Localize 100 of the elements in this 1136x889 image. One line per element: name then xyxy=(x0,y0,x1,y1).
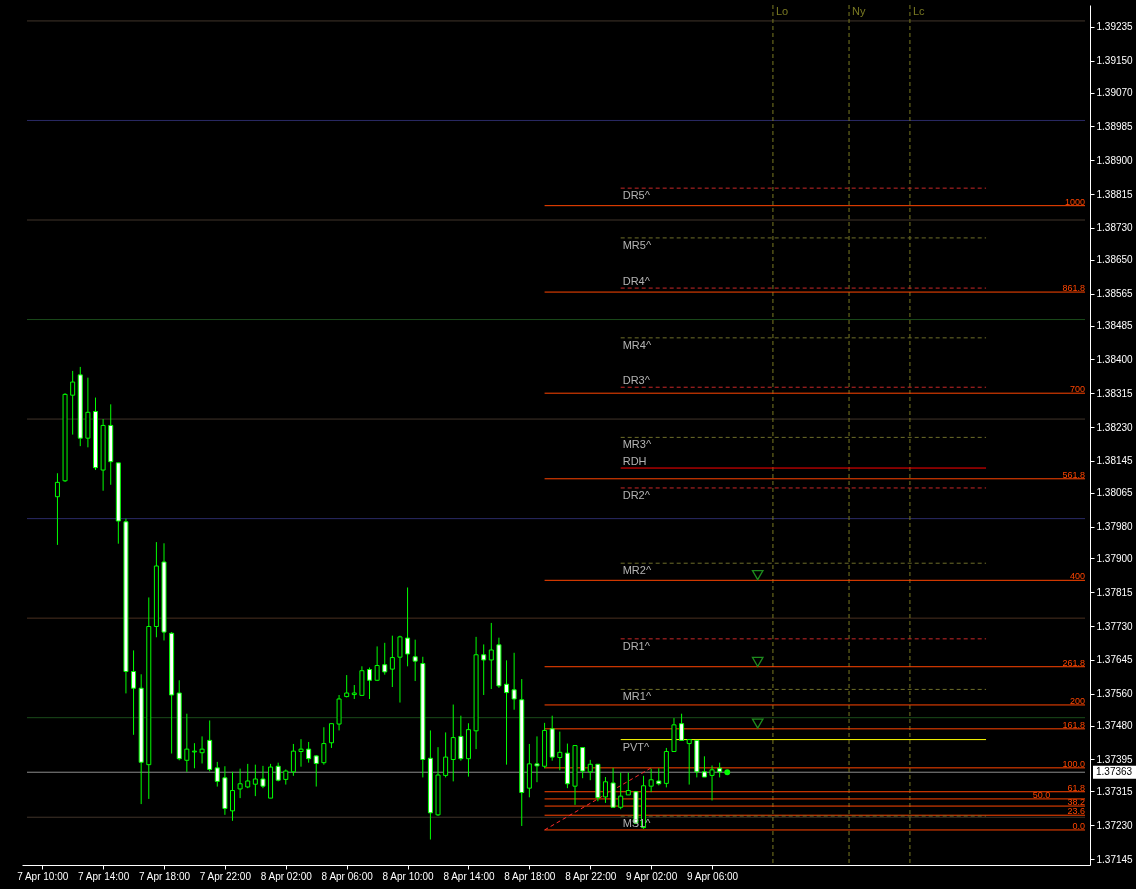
candlestick xyxy=(450,704,456,782)
candlestick xyxy=(367,667,373,700)
candlestick xyxy=(306,741,312,764)
x-tick-label: 7 Apr 10:00 xyxy=(17,870,69,882)
ref-line-label: Lc xyxy=(912,5,926,17)
candlestick xyxy=(298,738,304,768)
point xyxy=(751,569,764,581)
candlestick xyxy=(184,713,190,773)
candlestick xyxy=(504,659,510,766)
y-tick-label: 1.37315 xyxy=(1096,785,1134,797)
x-tick-label: 8 Apr 06:00 xyxy=(321,870,374,882)
point xyxy=(751,656,764,668)
series-label: DR5^ xyxy=(622,189,651,202)
y-tick-label: 1.38815 xyxy=(1096,188,1134,200)
candlestick xyxy=(131,649,137,736)
series-label: 1000 xyxy=(1064,196,1085,207)
series-label: DR2^ xyxy=(622,488,651,501)
y-tick-label: 1.38900 xyxy=(1096,154,1134,166)
candlestick xyxy=(679,713,685,741)
y-tick-label: 1.38230 xyxy=(1096,421,1134,433)
x-tick-label: 7 Apr 18:00 xyxy=(138,870,191,882)
candlestick xyxy=(709,764,715,801)
x-tick-label: 8 Apr 10:00 xyxy=(382,870,435,882)
candlestick xyxy=(191,742,197,769)
series-label: DR1^ xyxy=(622,639,651,652)
candlestick xyxy=(625,772,631,796)
candlestick xyxy=(245,763,251,789)
candlestick xyxy=(405,586,411,667)
x-tick-label: 7 Apr 22:00 xyxy=(199,870,252,882)
y-tick-label: 1.39235 xyxy=(1096,21,1134,33)
series-label: 700 xyxy=(1069,384,1085,395)
series-label: 100.0 xyxy=(1062,758,1085,769)
candlestick xyxy=(488,622,494,690)
candlestick xyxy=(54,472,60,546)
point xyxy=(751,718,764,729)
candlestick xyxy=(397,635,403,704)
candlestick xyxy=(458,715,464,762)
candlestick xyxy=(412,639,418,682)
y-tick-label: 1.37980 xyxy=(1096,521,1134,533)
candlestick xyxy=(580,747,586,779)
candlestick xyxy=(587,759,593,781)
x-tick-label: 9 Apr 06:00 xyxy=(686,870,739,882)
series-label: 861.8 xyxy=(1062,283,1085,294)
candlestick xyxy=(534,735,540,783)
candlestick xyxy=(686,739,692,786)
candlestick xyxy=(321,726,327,766)
series-label: 400 xyxy=(1069,571,1085,582)
x-tick-label: 8 Apr 18:00 xyxy=(504,870,556,882)
series-label: DR3^ xyxy=(622,374,651,387)
y-tick-label: 1.37730 xyxy=(1096,620,1134,632)
series-label: 23.6 xyxy=(1067,806,1085,817)
candlestick xyxy=(252,764,258,797)
series-label: 50.0 xyxy=(1032,789,1051,800)
candlestick xyxy=(389,635,395,688)
x-tick-label: 8 Apr 22:00 xyxy=(565,870,617,882)
candlestick xyxy=(648,768,654,793)
y-tick-label: 1.37145 xyxy=(1096,853,1134,865)
candlestick xyxy=(481,643,487,696)
series-label: PVT^ xyxy=(622,740,651,753)
candlestick xyxy=(618,772,624,810)
ref-line-label: 1.37363 xyxy=(1096,766,1133,778)
series-label: MR3^ xyxy=(622,438,652,451)
series-label: MR1^ xyxy=(622,690,652,703)
y-tick-label: 1.37230 xyxy=(1096,819,1134,831)
y-tick-label: 1.38730 xyxy=(1096,222,1134,234)
series-label: 38.2 xyxy=(1067,797,1085,808)
x-tick-label: 8 Apr 02:00 xyxy=(260,870,313,882)
candlestick xyxy=(374,645,380,682)
x-tick-label: 8 Apr 14:00 xyxy=(443,870,495,882)
candlestick xyxy=(602,776,608,804)
y-tick-label: 1.37645 xyxy=(1096,654,1134,666)
y-tick-label: 1.38650 xyxy=(1096,254,1134,266)
y-tick-label: 1.37480 xyxy=(1096,720,1134,732)
series-label: 200 xyxy=(1069,695,1085,706)
candlestick xyxy=(511,652,517,711)
y-tick-label: 1.37395 xyxy=(1096,753,1134,765)
y-tick-label: 1.37815 xyxy=(1096,586,1134,598)
y-tick-label: 1.39150 xyxy=(1096,55,1134,67)
series-label: 561.8 xyxy=(1062,469,1085,480)
y-tick-label: 1.38565 xyxy=(1096,288,1134,300)
series-label: 61.8 xyxy=(1067,782,1085,793)
y-tick-label: 1.38985 xyxy=(1096,120,1134,132)
candlestick xyxy=(382,642,388,676)
y-tick-label: 1.38315 xyxy=(1096,387,1134,399)
y-tick-label: 1.37560 xyxy=(1096,688,1134,700)
candlestick xyxy=(214,761,220,788)
y-tick-label: 1.38400 xyxy=(1096,353,1134,365)
series-label: MR4^ xyxy=(622,338,652,351)
series-label: MR5^ xyxy=(622,238,652,251)
x-tick-label: 7 Apr 14:00 xyxy=(78,870,130,882)
candlestick xyxy=(290,743,296,777)
x-tick-label: 9 Apr 02:00 xyxy=(626,870,678,882)
candlestick xyxy=(237,768,243,799)
series-label: DR4^ xyxy=(622,275,651,288)
candlestick xyxy=(328,723,334,749)
y-tick-label: 1.38065 xyxy=(1096,487,1134,499)
candlestick xyxy=(260,765,266,789)
ref-line-label: Lo xyxy=(775,5,789,17)
series-label: RDH xyxy=(622,455,647,468)
candlestick xyxy=(230,771,236,822)
